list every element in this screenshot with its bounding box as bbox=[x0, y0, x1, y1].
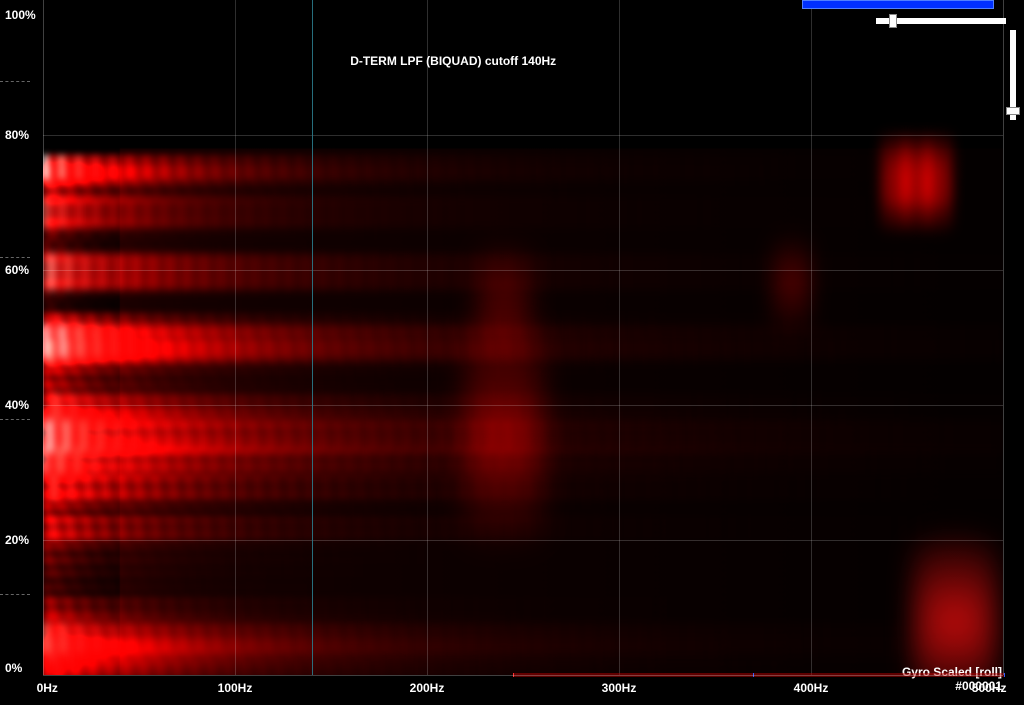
x-axis-tick-label: 0Hz bbox=[37, 681, 58, 695]
gridline-horizontal bbox=[43, 540, 1003, 541]
y-axis-tick-label: 0% bbox=[5, 661, 22, 675]
y-axis-dash-tick bbox=[0, 257, 30, 258]
y-axis-dash-tick bbox=[0, 594, 30, 595]
gridline-horizontal bbox=[43, 270, 1003, 271]
gridline-vertical bbox=[235, 0, 236, 675]
filter-annotation: D-TERM LPF (BIQUAD) cutoff 140Hz bbox=[350, 54, 556, 68]
heatmap-canvas bbox=[43, 0, 1003, 675]
zoom-slider-horizontal-thumb[interactable] bbox=[889, 14, 897, 28]
zoom-slider-horizontal[interactable] bbox=[876, 18, 1006, 24]
y-axis-dash-tick bbox=[0, 419, 30, 420]
y-axis-tick-label: 80% bbox=[5, 128, 29, 142]
gridline-horizontal bbox=[43, 405, 1003, 406]
gridline-vertical bbox=[811, 0, 812, 675]
gridline-vertical bbox=[427, 0, 428, 675]
y-axis-tick-label: 40% bbox=[5, 398, 29, 412]
plot-background bbox=[43, 0, 1003, 675]
timeline-segment[interactable] bbox=[802, 0, 994, 9]
right-axis-line bbox=[1003, 0, 1004, 675]
x-axis-tick-label: 300Hz bbox=[602, 681, 637, 695]
gridline-vertical bbox=[619, 0, 620, 675]
y-axis-tick-label: 60% bbox=[5, 263, 29, 277]
x-axis-tick-label: 500Hz bbox=[972, 681, 1007, 695]
gridline-horizontal bbox=[43, 135, 1003, 136]
x-axis-line bbox=[43, 675, 1003, 676]
zoom-slider-vertical[interactable] bbox=[1010, 30, 1016, 120]
y-axis-tick-label: 20% bbox=[5, 533, 29, 547]
zoom-slider-vertical-thumb[interactable] bbox=[1006, 107, 1020, 115]
x-axis-tick-label: 100Hz bbox=[218, 681, 253, 695]
x-axis-tick-label: 400Hz bbox=[794, 681, 829, 695]
x-axis-tick-label: 200Hz bbox=[410, 681, 445, 695]
cutoff-frequency-line bbox=[312, 0, 313, 675]
spectrogram-chart bbox=[43, 0, 1003, 675]
y-axis-tick-label: 100% bbox=[5, 8, 36, 22]
y-axis-line bbox=[43, 0, 44, 675]
y-axis-dash-tick bbox=[0, 81, 30, 82]
